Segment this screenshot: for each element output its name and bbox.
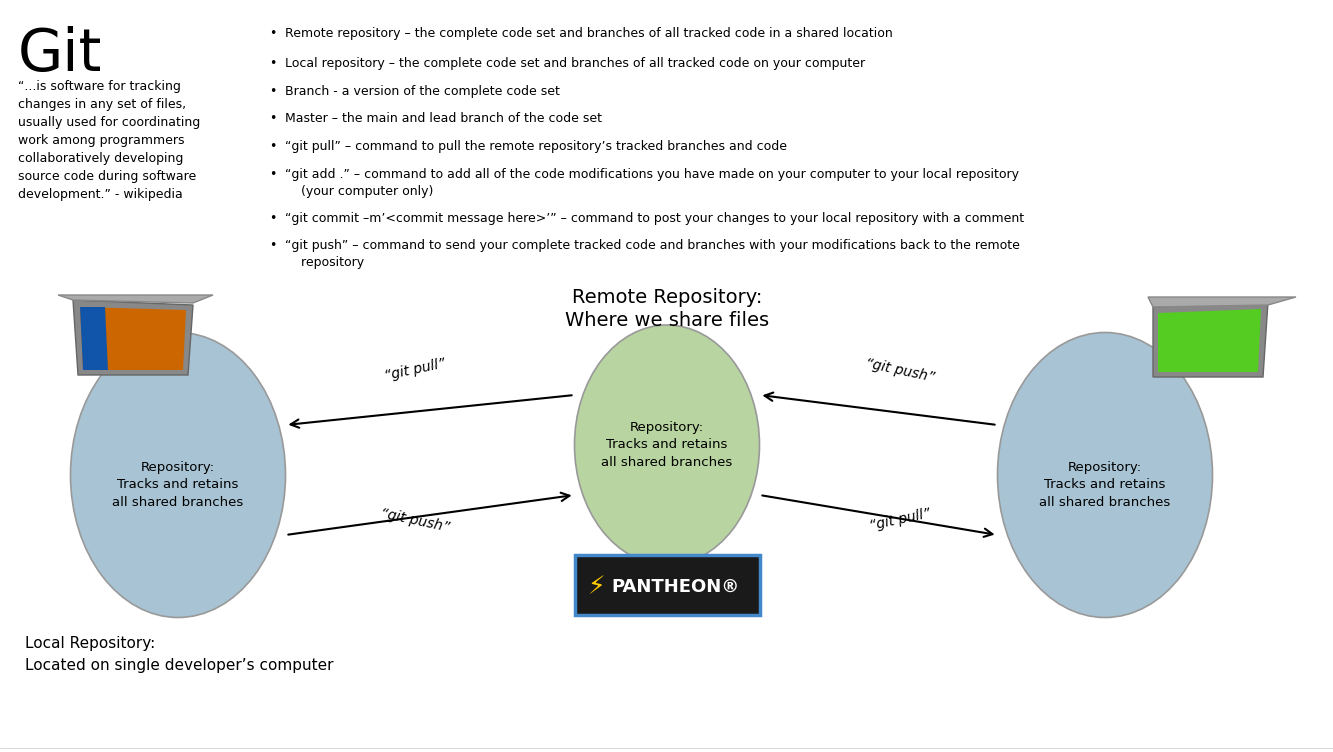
Text: “git push”: “git push” (864, 356, 936, 384)
Text: •: • (269, 239, 277, 252)
Text: “...is software for tracking
changes in any set of files,
usually used for coord: “...is software for tracking changes in … (19, 80, 200, 201)
Text: •: • (269, 168, 277, 181)
Text: Repository:
Tracks and retains
all shared branches: Repository: Tracks and retains all share… (1040, 460, 1170, 510)
Text: •: • (269, 140, 277, 153)
Text: Master – the main and lead branch of the code set: Master – the main and lead branch of the… (285, 112, 603, 125)
Polygon shape (80, 307, 187, 370)
Text: “git push” – command to send your complete tracked code and branches with your m: “git push” – command to send your comple… (285, 239, 1020, 269)
Text: Git: Git (19, 26, 103, 83)
Text: Repository:
Tracks and retains
all shared branches: Repository: Tracks and retains all share… (601, 420, 733, 469)
Polygon shape (1148, 297, 1296, 307)
Text: Local repository – the complete code set and branches of all tracked code on you: Local repository – the complete code set… (285, 57, 865, 70)
Polygon shape (59, 295, 213, 303)
Text: “git commit –m’<commit message here>’” – command to post your changes to your lo: “git commit –m’<commit message here>’” –… (285, 212, 1024, 225)
Text: “git add .” – command to add all of the code modifications you have made on your: “git add .” – command to add all of the … (285, 168, 1018, 198)
Text: ⚡: ⚡ (588, 575, 605, 599)
Text: Remote Repository:
Where we share files: Remote Repository: Where we share files (565, 288, 769, 330)
Text: •: • (269, 112, 277, 125)
Polygon shape (1153, 302, 1268, 377)
Text: “git push”: “git push” (379, 506, 451, 534)
Text: PANTHEON®: PANTHEON® (612, 578, 740, 596)
Text: •: • (269, 57, 277, 70)
Polygon shape (1158, 309, 1261, 372)
Text: •: • (269, 27, 277, 40)
Polygon shape (80, 307, 108, 370)
FancyBboxPatch shape (575, 555, 760, 615)
Text: Local Repository:
Located on single developer’s computer: Local Repository: Located on single deve… (25, 636, 333, 673)
Text: Remote repository – the complete code set and branches of all tracked code in a : Remote repository – the complete code se… (285, 27, 893, 40)
Text: •: • (269, 85, 277, 98)
Text: “git pull” – command to pull the remote repository’s tracked branches and code: “git pull” – command to pull the remote … (285, 140, 786, 153)
Text: “git pull”: “git pull” (383, 356, 447, 384)
Polygon shape (73, 300, 193, 375)
Ellipse shape (575, 325, 760, 565)
Ellipse shape (997, 332, 1213, 617)
Text: •: • (269, 212, 277, 225)
Text: Branch - a version of the complete code set: Branch - a version of the complete code … (285, 85, 560, 98)
Text: “git pull”: “git pull” (868, 507, 932, 533)
Text: Repository:
Tracks and retains
all shared branches: Repository: Tracks and retains all share… (112, 460, 244, 510)
Ellipse shape (71, 332, 285, 617)
